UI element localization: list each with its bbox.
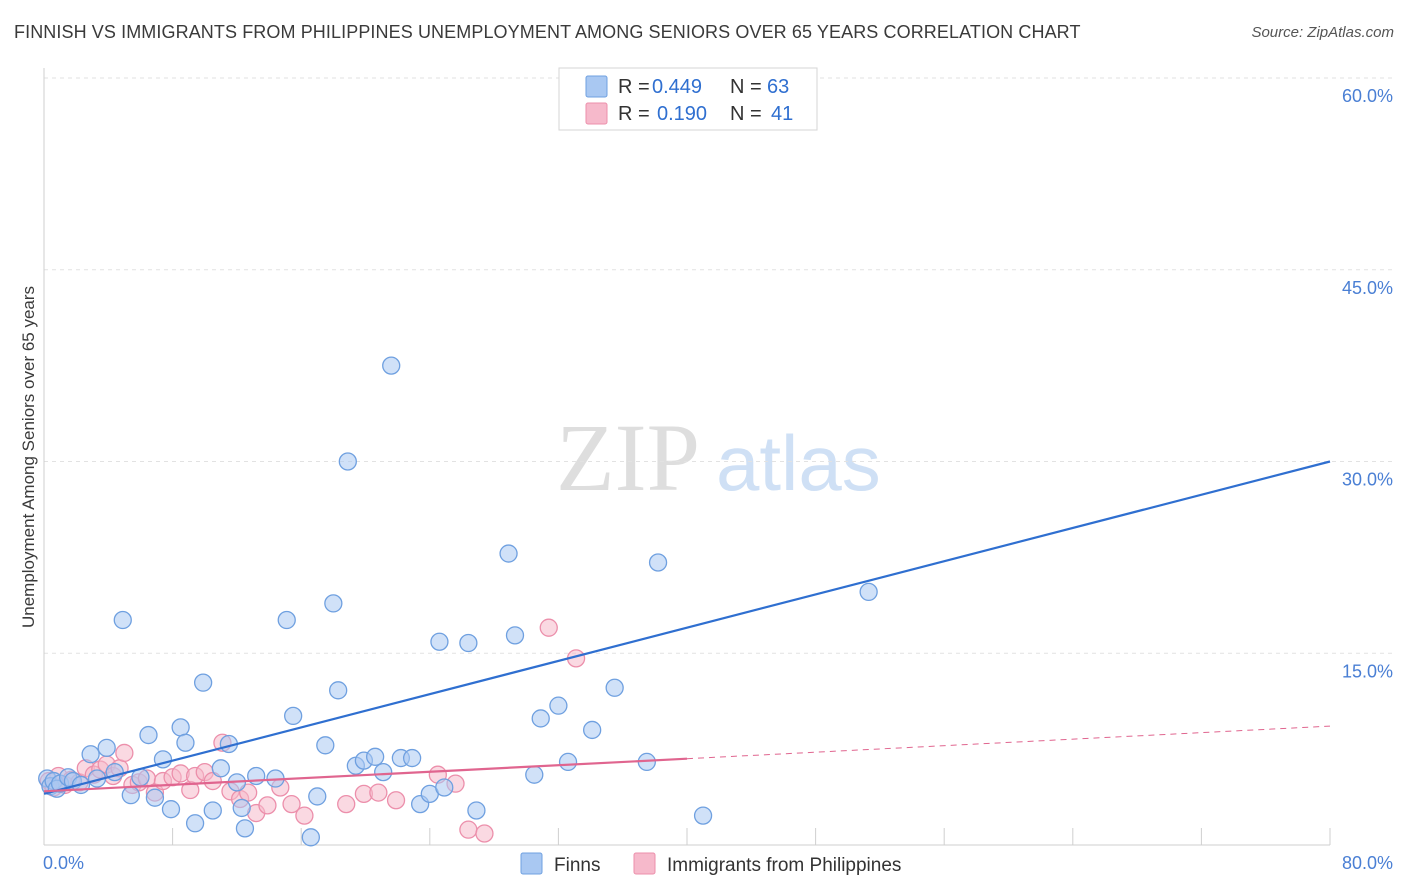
finns-point	[81, 745, 100, 764]
finns-point	[648, 553, 668, 572]
finns-point	[605, 678, 624, 697]
trend-line-philippines	[43, 757, 688, 793]
finns-point	[558, 752, 578, 772]
watermark-zip: ZIP	[556, 404, 700, 511]
finns-point	[203, 801, 222, 820]
finns-point	[338, 452, 357, 471]
philippines-point	[459, 820, 478, 839]
finns-point	[301, 828, 320, 847]
philippines-point	[295, 806, 314, 825]
finns-point	[365, 747, 385, 766]
finns-point	[329, 681, 348, 700]
legend-n-label-philippines: N =	[730, 103, 762, 125]
finns-point	[171, 718, 190, 737]
y-axis-title: Unemployment Among Seniors over 65 years	[19, 286, 38, 628]
finns-point	[525, 765, 544, 784]
finns-point	[531, 709, 550, 728]
axes: 15.0% 30.0% 45.0% 60.0%	[43, 68, 1393, 846]
series-immigrants-from-philippines	[39, 618, 586, 843]
finns-point	[859, 582, 878, 602]
y-tick-label: 30.0%	[1342, 470, 1393, 490]
trend-lines	[43, 460, 1331, 795]
finns-point	[161, 800, 181, 819]
legend-swatch-finns	[585, 75, 608, 98]
finns-point	[235, 819, 255, 838]
philippines-point	[115, 743, 134, 763]
legend-n-value-finns: 63	[767, 76, 789, 98]
bottom-legend-finns: Finns	[554, 855, 600, 876]
series-finns	[38, 72, 878, 847]
finns-point	[121, 785, 140, 805]
finns-point	[145, 788, 165, 807]
finns-point	[232, 798, 251, 818]
bottom-legend: Finns Immigrants from Philippines	[520, 852, 901, 876]
finns-point	[374, 762, 393, 782]
finns-point	[211, 759, 230, 778]
finns-point	[549, 696, 568, 715]
finns-point	[316, 736, 335, 755]
finns-point	[499, 544, 518, 563]
philippines-point	[386, 791, 406, 810]
legend-swatch-philippines	[585, 102, 608, 125]
finns-point	[284, 706, 303, 726]
finns-point	[693, 806, 713, 825]
legend-n-value-philippines: 41	[771, 103, 793, 125]
finns-point	[97, 738, 116, 757]
finns-point	[185, 814, 205, 833]
legend-n-label-finns: N =	[730, 76, 762, 98]
philippines-point	[239, 783, 258, 802]
y-tick-label: 15.0%	[1342, 661, 1393, 681]
source-label: Source: ZipAtlas.com	[1251, 24, 1394, 41]
finns-point	[459, 633, 478, 653]
watermark-atlas: atlas	[716, 419, 881, 507]
finns-point	[324, 594, 343, 613]
legend-r-label-philippines: R =	[618, 103, 650, 125]
finns-point	[505, 626, 525, 645]
finns-point	[193, 673, 213, 692]
trend-line-finns	[43, 460, 1331, 795]
finns-point	[176, 733, 195, 752]
finns-point	[139, 725, 158, 745]
philippines-point	[337, 794, 356, 814]
x-tick-label-min: 0.0%	[43, 853, 84, 873]
chart-title: FINNISH VS IMMIGRANTS FROM PHILIPPINES U…	[14, 22, 1081, 42]
gridlines	[44, 77, 1395, 654]
bottom-legend-philippines: Immigrants from Philippines	[667, 855, 901, 876]
legend-r-value-philippines: 0.190	[657, 103, 707, 125]
philippines-point	[475, 824, 494, 843]
y-tick-label: 60.0%	[1342, 86, 1393, 106]
finns-point	[467, 801, 486, 820]
legend: R = 0.449 N = 63 R = 0.190 N = 41	[558, 67, 818, 131]
finns-point	[583, 720, 602, 740]
bottom-legend-swatch-philippines	[633, 852, 656, 875]
philippines-point	[258, 796, 277, 815]
philippines-point	[282, 794, 301, 814]
legend-r-value-finns: 0.449	[652, 76, 702, 98]
y-tick-label: 45.0%	[1342, 278, 1393, 298]
trend-line-philippines-extension	[686, 725, 1331, 760]
finns-point	[430, 632, 449, 651]
bottom-legend-swatch-finns	[520, 852, 543, 875]
philippines-point	[369, 783, 388, 802]
x-tick-label-max: 80.0%	[1342, 853, 1393, 873]
finns-point	[435, 778, 454, 797]
finns-point	[382, 356, 401, 375]
finns-point	[308, 787, 327, 806]
finns-point	[277, 610, 296, 630]
finns-point	[402, 748, 422, 768]
legend-r-label-finns: R =	[618, 76, 650, 98]
philippines-point	[539, 618, 558, 637]
finns-point	[113, 610, 132, 630]
